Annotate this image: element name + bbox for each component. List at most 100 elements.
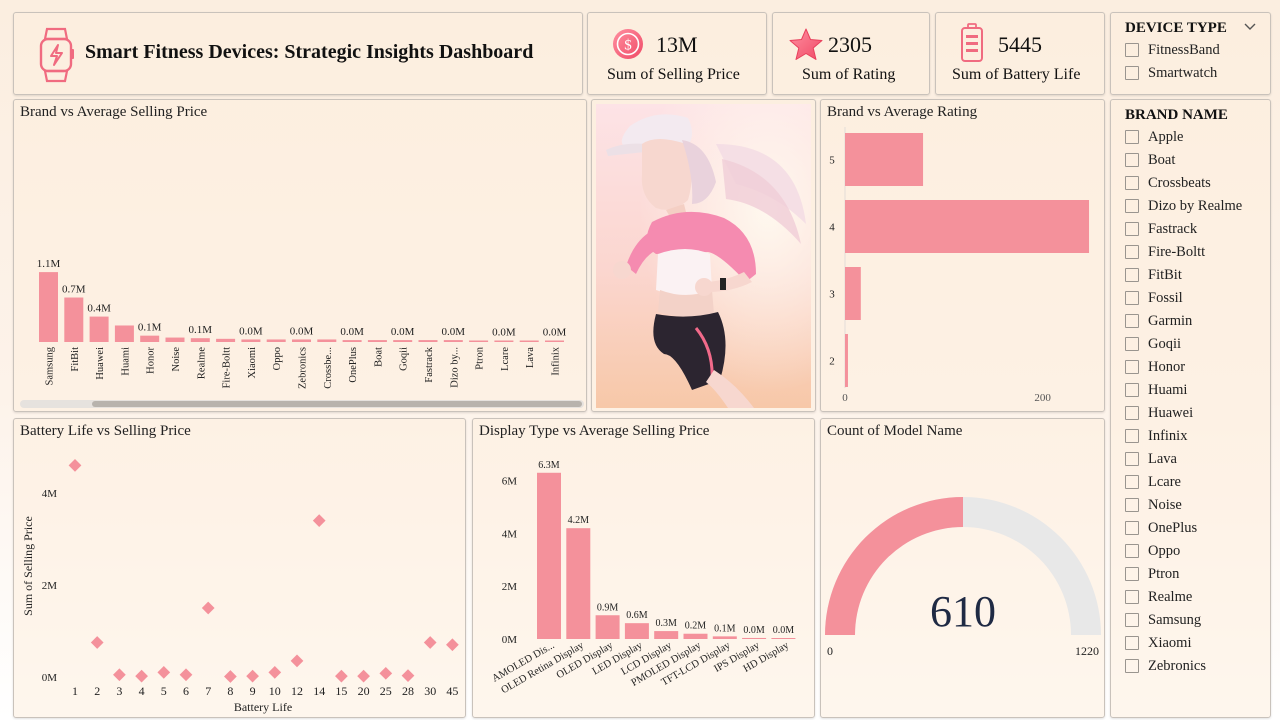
x-tick-label: 12 (291, 684, 303, 698)
checkbox[interactable] (1125, 429, 1139, 443)
x-tick-label: 25 (380, 684, 392, 698)
brand-item-lava[interactable]: Lava (1125, 449, 1177, 469)
brand-item-samsung[interactable]: Samsung (1125, 610, 1201, 630)
checkbox[interactable] (1125, 544, 1139, 558)
checkbox[interactable] (1125, 337, 1139, 351)
brand-item-realme[interactable]: Realme (1125, 587, 1192, 607)
checkbox[interactable] (1125, 314, 1139, 328)
scrollbar-thumb[interactable] (92, 401, 582, 407)
brand-item-ptron[interactable]: Ptron (1125, 564, 1179, 584)
scatter-point (224, 670, 237, 683)
checkbox[interactable] (1125, 659, 1139, 673)
brand-item-oppo[interactable]: Oppo (1125, 541, 1180, 561)
checkbox[interactable] (1125, 498, 1139, 512)
checkbox[interactable] (1125, 452, 1139, 466)
x-tick-label: Noise (171, 347, 182, 372)
brand-item-crossbeats[interactable]: Crossbeats (1125, 173, 1211, 193)
checkbox[interactable] (1125, 222, 1139, 236)
checkbox[interactable] (1125, 406, 1139, 420)
brand-item-apple[interactable]: Apple (1125, 127, 1183, 147)
bar (654, 631, 679, 639)
battery-icon (961, 23, 983, 62)
data-label: 0.0M (340, 326, 364, 338)
checkbox[interactable] (1125, 360, 1139, 374)
brand-price-bar-chart: 1.1M Samsung 0.7M FitBit 0.4M Huawei Huami 0.1M… (37, 258, 567, 389)
data-label: 0.0M (391, 326, 415, 338)
x-tick-label: Realme (196, 347, 207, 379)
checkbox[interactable] (1125, 521, 1139, 535)
bar (114, 325, 134, 342)
brand-item-fossil[interactable]: Fossil (1125, 288, 1183, 308)
brand-item-goqii[interactable]: Goqii (1125, 334, 1181, 354)
checkbox[interactable] (1125, 66, 1139, 80)
slicer-item-label: OnePlus (1148, 519, 1198, 536)
brand-item-xiaomi[interactable]: Xiaomi (1125, 633, 1192, 653)
data-label: 0.1M (189, 324, 213, 336)
checkbox[interactable] (1125, 383, 1139, 397)
kpi-label: Sum of Battery Life (952, 66, 1081, 83)
checkbox[interactable] (1125, 567, 1139, 581)
brand-item-huawei[interactable]: Huawei (1125, 403, 1193, 423)
scatter-point (135, 669, 148, 683)
bar (64, 297, 84, 342)
x-tick-label: 200 (1034, 392, 1051, 404)
checkbox[interactable] (1125, 43, 1139, 57)
checkbox[interactable] (1125, 130, 1139, 144)
brand-item-garmin[interactable]: Garmin (1125, 311, 1192, 331)
horizontal-scrollbar[interactable] (20, 400, 584, 408)
device-type-item-fitnessband[interactable]: FitnessBand (1125, 40, 1220, 60)
bar (367, 340, 387, 342)
checkbox[interactable] (1125, 268, 1139, 282)
device-type-item-smartwatch[interactable]: Smartwatch (1125, 63, 1217, 83)
scatter-point (446, 638, 459, 652)
data-label: 0.0M (543, 327, 567, 339)
brand-item-noise[interactable]: Noise (1125, 495, 1182, 515)
brand-item-huami[interactable]: Huami (1125, 380, 1187, 400)
brand-item-fastrack[interactable]: Fastrack (1125, 219, 1197, 239)
brand-item-infinix[interactable]: Infinix (1125, 426, 1187, 446)
bar (418, 340, 438, 342)
checkbox[interactable] (1125, 475, 1139, 489)
brand-item-honor[interactable]: Honor (1125, 357, 1185, 377)
scatter-point (401, 669, 415, 682)
chevron-down-icon[interactable] (1244, 23, 1256, 31)
data-label: 0.0M (773, 625, 795, 636)
x-tick-label: FitBit (70, 347, 81, 372)
scatter-point (246, 669, 259, 683)
data-label: 0.1M (138, 322, 162, 334)
checkbox[interactable] (1125, 176, 1139, 190)
y-axis-title: Sum of Selling Price (21, 516, 35, 616)
y-tick-label: 2M (42, 580, 58, 592)
brand-item-oneplus[interactable]: OnePlus (1125, 518, 1197, 538)
slicer-item-label: Lava (1148, 450, 1177, 467)
kpi-value: 13M (656, 32, 698, 57)
checkbox[interactable] (1125, 291, 1139, 305)
x-tick-label: 9 (250, 684, 256, 698)
checkbox[interactable] (1125, 153, 1139, 167)
kpi-value: 5445 (998, 32, 1042, 57)
brand-item-zebronics[interactable]: Zebronics (1125, 656, 1206, 676)
checkbox[interactable] (1125, 590, 1139, 604)
checkbox[interactable] (1125, 199, 1139, 213)
scatter-point (423, 636, 437, 649)
x-tick-label: Fire-Boltt (222, 347, 233, 388)
x-tick-label: Boat (373, 347, 384, 367)
slicer-title: DEVICE TYPE (1125, 20, 1227, 36)
checkbox[interactable] (1125, 613, 1139, 627)
brand-item-lcare[interactable]: Lcare (1125, 472, 1181, 492)
brand-item-fire-boltt[interactable]: Fire-Boltt (1125, 242, 1205, 262)
checkbox[interactable] (1125, 636, 1139, 650)
bar (545, 340, 564, 342)
checkbox[interactable] (1125, 245, 1139, 259)
slicer-item-label: Realme (1148, 588, 1193, 605)
brand-item-fitbit[interactable]: FitBit (1125, 265, 1182, 285)
scatter-point (157, 666, 171, 679)
brand-item-dizo-by-realme[interactable]: Dizo by Realme (1125, 196, 1242, 216)
slicer-title: BRAND NAME (1125, 107, 1228, 123)
x-tick-label: OnePlus (348, 347, 359, 383)
brand-item-boat[interactable]: Boat (1125, 150, 1175, 170)
x-tick-label: Dizo by... (449, 347, 460, 388)
x-tick-label: 10 (269, 684, 281, 698)
bar (624, 623, 649, 639)
slicer-item-label: Ptron (1148, 565, 1180, 582)
